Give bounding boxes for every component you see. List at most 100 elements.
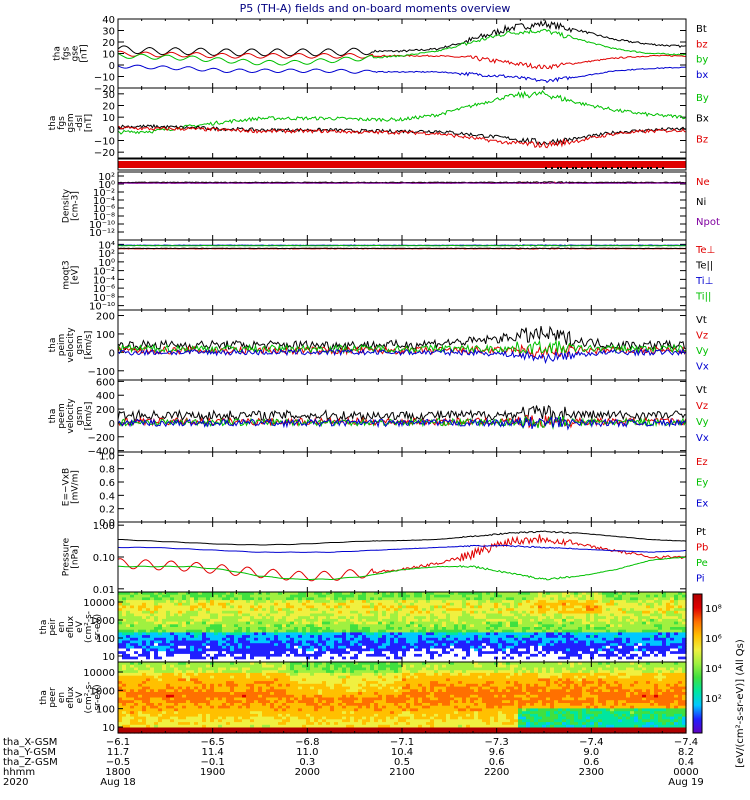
y-axis-label-line: [nT]	[80, 44, 90, 62]
heatmap-cell	[190, 711, 195, 715]
heatmap-cell	[678, 616, 683, 620]
heatmap-cell	[138, 608, 143, 612]
heatmap-cell	[226, 659, 231, 663]
heatmap-cell	[550, 616, 555, 620]
heatmap-cell	[198, 681, 203, 685]
heatmap-cell	[206, 624, 211, 628]
heatmap-cell	[130, 651, 135, 655]
heatmap-cell	[142, 592, 147, 596]
heatmap-cell	[198, 643, 203, 647]
heatmap-cell	[530, 594, 535, 598]
heatmap-cell	[310, 621, 315, 625]
heatmap-cell	[322, 592, 327, 596]
heatmap-cell	[462, 640, 467, 644]
heatmap-cell	[154, 632, 159, 636]
heatmap-cell	[334, 616, 339, 620]
heatmap-cell	[194, 659, 199, 663]
heatmap-cell	[338, 594, 343, 598]
heatmap-cell	[682, 659, 687, 663]
heatmap-cell	[630, 602, 635, 607]
heatmap-cell	[242, 594, 247, 598]
heatmap-cell	[378, 648, 383, 652]
heatmap-cell	[466, 592, 471, 596]
legend-entry: bx	[696, 70, 708, 81]
heatmap-cell	[326, 643, 331, 647]
heatmap-cell	[186, 648, 191, 652]
heatmap-cell	[498, 592, 503, 596]
heatmap-cell	[390, 637, 395, 642]
heatmap-cell	[670, 659, 675, 663]
heatmap-cell	[482, 651, 487, 655]
heatmap-cell	[614, 645, 619, 650]
heatmap-cell	[454, 632, 459, 636]
heatmap-cell	[370, 618, 375, 623]
heatmap-cell	[546, 643, 551, 647]
series-line-Vt	[118, 404, 686, 423]
heatmap-cell	[166, 722, 171, 726]
heatmap-cell	[282, 605, 287, 609]
heatmap-cell	[162, 686, 167, 690]
heatmap-cell	[458, 656, 463, 660]
heatmap-cell	[166, 697, 171, 701]
heatmap-cell	[522, 627, 527, 631]
heatmap-cell	[310, 600, 315, 604]
heatmap-cell	[346, 608, 351, 612]
heatmap-cell	[254, 594, 259, 598]
heatmap-cell	[654, 640, 659, 644]
heatmap-cell	[150, 602, 155, 607]
heatmap-cell	[666, 629, 671, 633]
y-axis-label-line: peem	[57, 403, 67, 429]
heatmap-cell	[674, 624, 679, 628]
heatmap-cell	[618, 645, 623, 650]
heatmap-cell	[566, 643, 571, 647]
heatmap-cell	[638, 640, 643, 644]
heatmap-cell	[402, 635, 407, 639]
heatmap-cell	[682, 624, 687, 628]
heatmap-cell	[138, 594, 143, 598]
heatmap-cell	[658, 635, 663, 639]
heatmap-cell	[450, 594, 455, 598]
heatmap-cell	[578, 648, 583, 652]
heatmap-cell	[334, 608, 339, 612]
heatmap-cell	[566, 653, 571, 658]
heatmap-cell	[590, 592, 595, 596]
heatmap-cell	[138, 602, 143, 607]
heatmap-cell	[142, 678, 147, 682]
heatmap-cell	[558, 627, 563, 631]
heatmap-cell	[626, 635, 631, 639]
heatmap-cell	[562, 592, 567, 596]
heatmap-cell	[446, 643, 451, 647]
heatmap-cell	[182, 662, 187, 666]
heatmap-cell	[258, 621, 263, 625]
heatmap-cell	[314, 640, 319, 644]
heatmap-cell	[630, 659, 635, 663]
heatmap-cell	[362, 605, 367, 609]
heatmap-cell	[134, 643, 139, 647]
heatmap-cell	[682, 597, 687, 601]
heatmap-cell	[146, 610, 151, 615]
heatmap-cell	[146, 592, 151, 596]
heatmap-cell	[154, 659, 159, 663]
heatmap-cell	[482, 645, 487, 650]
heatmap-cell	[674, 618, 679, 623]
heatmap-cell	[546, 637, 551, 642]
heatmap-cell	[282, 643, 287, 647]
heatmap-cell	[682, 613, 687, 617]
heatmap-cell	[594, 648, 599, 652]
heatmap-cell	[586, 635, 591, 639]
heatmap-cell	[398, 629, 403, 633]
heatmap-cell	[566, 637, 571, 642]
heatmap-cell	[378, 632, 383, 636]
heatmap-cell	[478, 635, 483, 639]
heatmap-cell	[370, 645, 375, 650]
heatmap-cell	[478, 653, 483, 658]
heatmap-cell	[314, 632, 319, 636]
heatmap-cell	[214, 592, 219, 596]
heatmap-cell	[338, 613, 343, 617]
heatmap-cell	[482, 608, 487, 612]
heatmap-cell	[138, 621, 143, 625]
heatmap-cell	[178, 613, 183, 617]
heatmap-cell	[370, 656, 375, 660]
heatmap-cell	[230, 635, 235, 639]
heatmap-cell	[658, 640, 663, 644]
